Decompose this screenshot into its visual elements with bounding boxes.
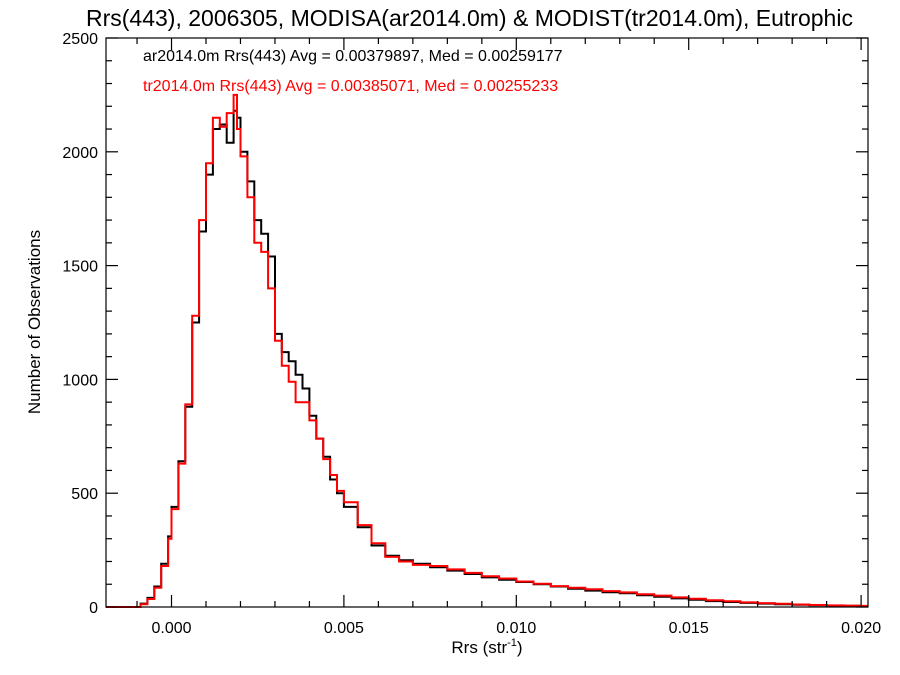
series-layer	[106, 93, 868, 608]
x-tick-label: 0.010	[496, 620, 536, 637]
chart-title: Rrs(443), 2006305, MODISA(ar2014.0m) & M…	[86, 5, 853, 31]
y-tick-label: 1000	[62, 372, 98, 389]
x-tick-label: 0.020	[841, 620, 881, 637]
x-axis-label-close: )	[517, 638, 523, 657]
y-tick-label: 2500	[62, 31, 98, 48]
x-tick-label: 0.015	[669, 620, 709, 637]
y-tick-label: 0	[89, 600, 98, 617]
y-tick-label: 2000	[62, 145, 98, 162]
series-line-1	[106, 93, 868, 608]
ticks-layer: 0.000 0.005 0.010 0.015 0.020 0 500 1000 1500 200…	[62, 31, 881, 637]
plot-frame	[105, 37, 869, 608]
series-line-0	[106, 109, 868, 608]
x-tick-label: 0.005	[324, 620, 364, 637]
x-tick-label: 0.000	[151, 620, 191, 637]
x-axis-label-superscript: -1	[507, 637, 517, 649]
y-tick-label: 1500	[62, 259, 98, 276]
legend-entry-ar2014: ar2014.0m Rrs(443) Avg = 0.00379897, Med…	[143, 48, 563, 65]
y-tick-label: 500	[71, 486, 98, 503]
x-axis-label: Rrs (str-1)	[451, 637, 522, 657]
y-axis-label: Number of Observations	[25, 230, 44, 414]
legend: ar2014.0m Rrs(443) Avg = 0.00379897, Med…	[143, 48, 563, 95]
legend-entry-tr2014: tr2014.0m Rrs(443) Avg = 0.00385071, Med…	[143, 78, 558, 95]
